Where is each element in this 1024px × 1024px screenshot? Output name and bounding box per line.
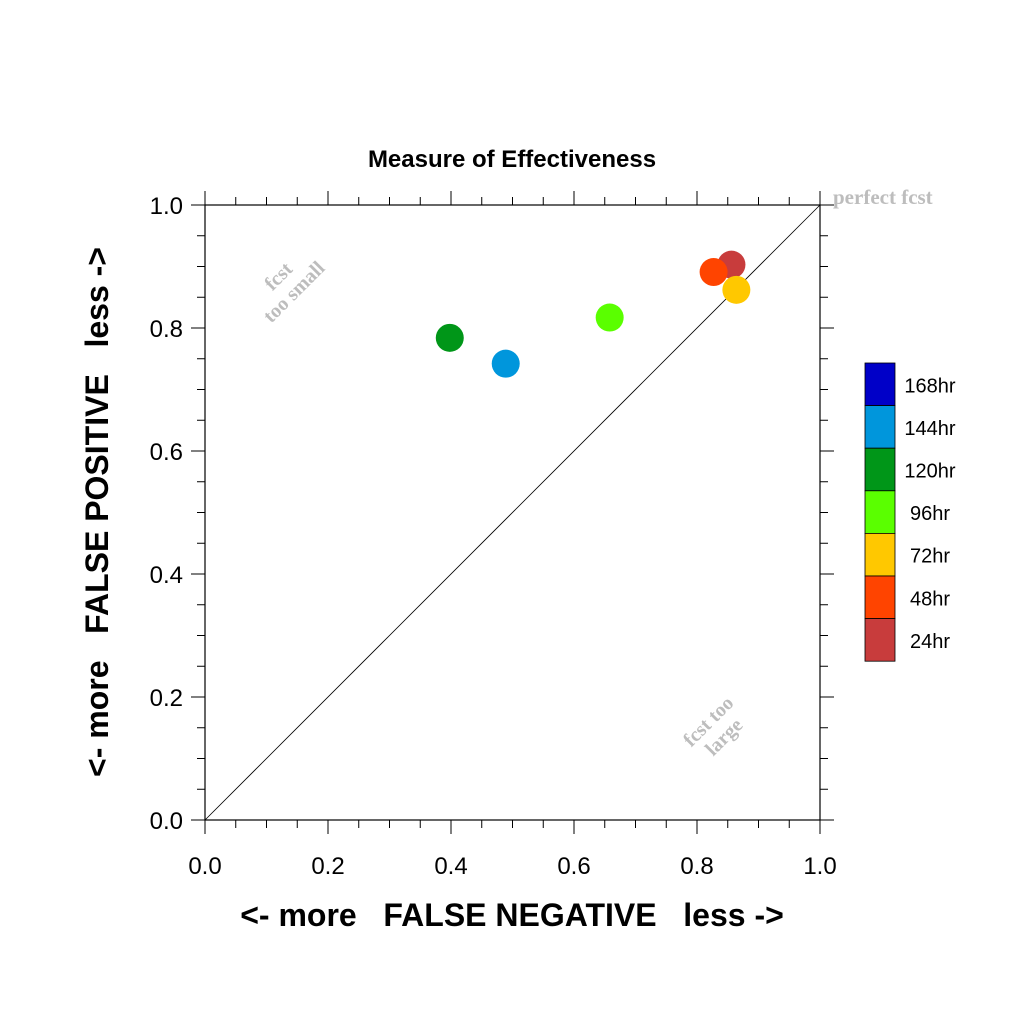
y-tick-label: 0.0 [150,808,183,835]
legend-label-120hr: 120hr [904,461,955,483]
x-axis-label: <- more FALSE NEGATIVE less -> [240,897,784,933]
y-axis-label: <- more FALSE POSITIVE less -> [79,247,115,777]
data-point-144hr [491,349,520,378]
annotation-perfect-fcst: perfect fcst [833,185,933,209]
y-tick-label: 0.4 [150,562,183,589]
x-tick-label: 0.4 [434,853,467,880]
axis-ticks [191,191,834,834]
data-point-48hr [699,258,728,287]
legend-swatch-168hr [864,362,896,406]
legend-label-48hr: 48hr [910,588,950,610]
tick-labels: 0.0 0.2 0.4 0.6 0.8 1.0 0.0 0.2 0.4 0.6 0.8 1.0 [150,193,837,880]
legend-label-144hr: 144hr [904,418,955,440]
legend: 168hr 144hr 120hr 96hr 72hr 48hr 24hr [864,362,956,662]
legend-swatch-96hr [864,490,896,534]
y-tick-label: 1.0 [150,193,183,220]
legend-swatch-144hr [864,405,896,449]
y-tick-label: 0.6 [150,439,183,466]
data-point-120hr [435,323,464,352]
x-tick-label: 0.6 [557,853,590,880]
x-tick-label: 0.0 [188,853,221,880]
legend-label-24hr: 24hr [910,631,950,653]
legend-label-168hr: 168hr [904,375,955,397]
annotation-fcst-too-large: fcst too large [679,692,747,760]
data-points [435,250,751,378]
annotation-fcst-too-small: fcst too small [259,257,329,327]
plot-frame [204,204,821,821]
perfect-forecast-line [204,204,821,821]
legend-swatch-72hr [864,533,896,577]
x-tick-label: 1.0 [803,853,836,880]
legend-swatch-24hr [864,618,896,662]
y-tick-label: 0.8 [150,316,183,343]
legend-label-96hr: 96hr [910,503,950,525]
data-point-72hr [722,275,751,304]
chart-title: Measure of Effectiveness [368,146,656,173]
legend-swatch-120hr [864,447,896,492]
annotation-small-line2: too small [259,257,329,327]
y-tick-label: 0.2 [150,685,183,712]
legend-label-72hr: 72hr [910,546,950,568]
x-tick-label: 0.8 [680,853,713,880]
x-tick-label: 0.2 [311,853,344,880]
legend-swatch-48hr [864,575,896,619]
data-point-96hr [595,303,624,332]
